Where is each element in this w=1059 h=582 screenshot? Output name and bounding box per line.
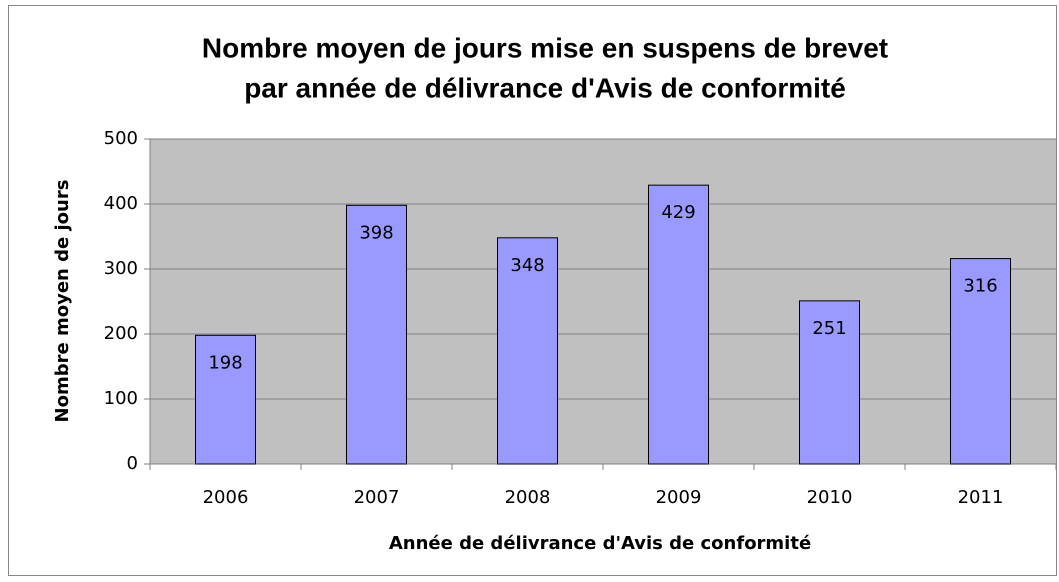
data-label: 198 — [208, 352, 242, 373]
x-axis-title: Année de délivrance d'Avis de conformité — [389, 533, 811, 554]
y-tick-label: 400 — [104, 193, 138, 214]
x-tick-label: 2008 — [505, 487, 551, 508]
x-tick-label: 2011 — [958, 487, 1004, 508]
plot-area — [150, 139, 1056, 464]
bar — [648, 184, 709, 465]
y-tick-label: 0 — [127, 453, 138, 474]
bar — [497, 237, 558, 465]
data-label: 251 — [812, 318, 846, 339]
data-label: 348 — [510, 255, 544, 276]
bar — [950, 258, 1011, 465]
x-tick-label: 2009 — [656, 487, 702, 508]
data-label: 316 — [963, 276, 997, 297]
bar — [195, 334, 256, 465]
x-tick-label: 2006 — [203, 487, 249, 508]
y-tick-label: 300 — [104, 258, 138, 279]
chart-title: par année de délivrance d'Avis de confor… — [244, 72, 846, 103]
chart-title: Nombre moyen de jours mise en suspens de… — [202, 32, 888, 63]
data-label: 398 — [359, 222, 393, 243]
x-tick-label: 2010 — [807, 487, 853, 508]
y-axis-title: Nombre moyen de jours — [52, 180, 73, 423]
data-label: 429 — [661, 202, 695, 223]
y-tick-label: 500 — [104, 128, 138, 149]
y-tick-label: 100 — [104, 388, 138, 409]
bar — [799, 300, 860, 465]
bar — [346, 204, 407, 465]
y-tick-label: 200 — [104, 323, 138, 344]
x-tick-label: 2007 — [354, 487, 400, 508]
